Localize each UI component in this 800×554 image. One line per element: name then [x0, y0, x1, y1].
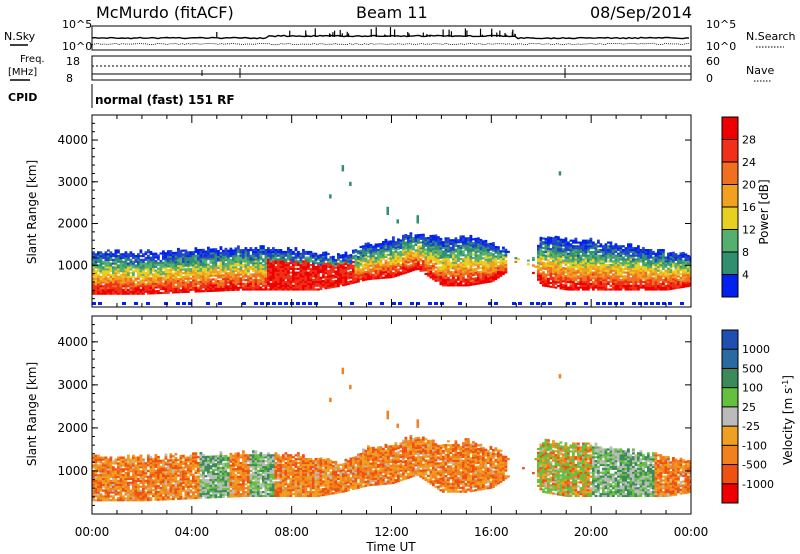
power-colorbar-tick-label: 4: [742, 269, 749, 282]
velocity-colorbar-swatch: [722, 483, 738, 504]
velocity-colorbar-swatch: [722, 368, 738, 388]
power-heatmap: [92, 165, 691, 305]
cpid-text: normal (fast) 151 RF: [95, 93, 235, 107]
x-axis-label: Time UT: [365, 540, 416, 554]
power-colorbar-tick-label: 12: [742, 224, 756, 237]
cpid-label: CPID: [8, 91, 37, 104]
velocity-colorbar-swatch: [722, 387, 738, 408]
velocity-colorbar-tick-label: 1000: [742, 343, 770, 356]
nsky-label: N.Sky: [4, 30, 36, 43]
power-colorbar-swatch: [722, 117, 738, 140]
velocity-ytick-label: 1000: [57, 464, 88, 478]
velocity-colorbar-frame: [721, 329, 739, 504]
power-ylabel: Slant Range [km]: [25, 160, 39, 264]
x-tick-label: 04:00: [175, 525, 210, 539]
power-ytick-label: 1000: [57, 258, 88, 272]
velocity-colorbar-tick-label: -100: [742, 439, 767, 452]
freq-label: Freq.: [20, 54, 45, 65]
velocity-colorbar-tick-label: 500: [742, 362, 763, 375]
date-title: 08/Sep/2014: [590, 3, 692, 22]
velocity-colorbar-tick-label: 25: [742, 401, 756, 414]
power-colorbar-tick-label: 20: [742, 179, 756, 192]
velocity-colorbar-swatch: [722, 406, 738, 427]
velocity-colorbar-tick-label: -25: [742, 420, 760, 433]
velocity-ytick-label: 4000: [57, 335, 88, 349]
power-colorbar-tick-label: 28: [742, 134, 756, 147]
beam-title: Beam 11: [356, 3, 428, 22]
power-ytick-label: 4000: [57, 133, 88, 147]
power-colorbar-swatch: [722, 207, 738, 230]
velocity-ylabel: Slant Range [km]: [25, 362, 39, 466]
power-colorbar-swatch: [722, 162, 738, 185]
noise-traces: [91, 27, 690, 46]
velocity-colorbar-swatch: [722, 426, 738, 446]
power-ytick-label: 2000: [57, 217, 88, 231]
noise-tick-left-top: 10^5: [62, 18, 92, 31]
power-colorbar: 4 8 12 16 20 24 28: [721, 116, 756, 298]
velocity-axes: 1000 2000 3000 4000: [57, 316, 692, 514]
x-tick-label: 20:00: [574, 525, 609, 539]
x-tick-label: 00:00: [75, 525, 110, 539]
power-colorbar-tick-label: 24: [742, 156, 756, 169]
nave-label: Nave: [746, 64, 774, 77]
station-title: McMurdo (fitACF): [96, 3, 234, 22]
freq-tick-top: 18: [66, 55, 80, 68]
power-ytick-label: 3000: [57, 175, 88, 189]
velocity-colorbar-label: Velocity [m s-1]: [781, 375, 796, 465]
freq-tick-bottom: 8: [66, 72, 73, 85]
velocity-heatmap: [92, 367, 691, 502]
power-axes: 1000 2000 3000 4000: [57, 115, 692, 307]
velocity-colorbar: 1000 500 100 25 -25 -100 -500 -1000: [721, 329, 774, 504]
velocity-colorbar-swatch: [722, 330, 738, 350]
x-tick-label: 00:00: [674, 525, 709, 539]
power-colorbar-label: Power [dB]: [757, 179, 771, 244]
nave-tick-top: 60: [706, 55, 720, 68]
x-tick-label: 12:00: [374, 525, 409, 539]
x-tick-label: 08:00: [274, 525, 309, 539]
noise-tick-left-bottom: 10^0: [62, 40, 92, 53]
velocity-colorbar-swatch: [722, 349, 738, 369]
nave-tick-bottom: 0: [706, 72, 713, 85]
velocity-colorbar-tick-label: 100: [742, 382, 763, 395]
power-colorbar-swatch: [722, 229, 738, 253]
noise-tick-right-top: 10^5: [706, 18, 736, 31]
x-tick-label: 16:00: [474, 525, 509, 539]
power-colorbar-tick-label: 16: [742, 201, 756, 214]
power-colorbar-tick-label: 8: [742, 246, 749, 259]
nsearch-label: N.Search: [746, 30, 796, 43]
noise-tick-right-bottom: 10^0: [706, 40, 736, 53]
velocity-colorbar-tick-label: -1000: [742, 478, 774, 491]
velocity-ytick-label: 3000: [57, 378, 88, 392]
freq-panel-frame: [91, 55, 692, 81]
x-tick-labels: 00:00 04:00 08:00 12:00 16:00 20:00 00:00: [75, 525, 709, 539]
velocity-colorbar-tick-label: -500: [742, 459, 767, 472]
velocity-colorbar-swatch: [722, 464, 738, 485]
velocity-colorbar-swatch: [722, 445, 738, 465]
nsearch-trace: [91, 42, 690, 46]
power-colorbar-swatch: [722, 274, 738, 298]
freq-unit-label: [MHz]: [8, 67, 37, 78]
power-colorbar-swatch: [722, 252, 738, 275]
power-colorbar-swatch: [722, 184, 738, 208]
velocity-ytick-label: 2000: [57, 421, 88, 435]
power-colorbar-swatch: [722, 139, 738, 163]
